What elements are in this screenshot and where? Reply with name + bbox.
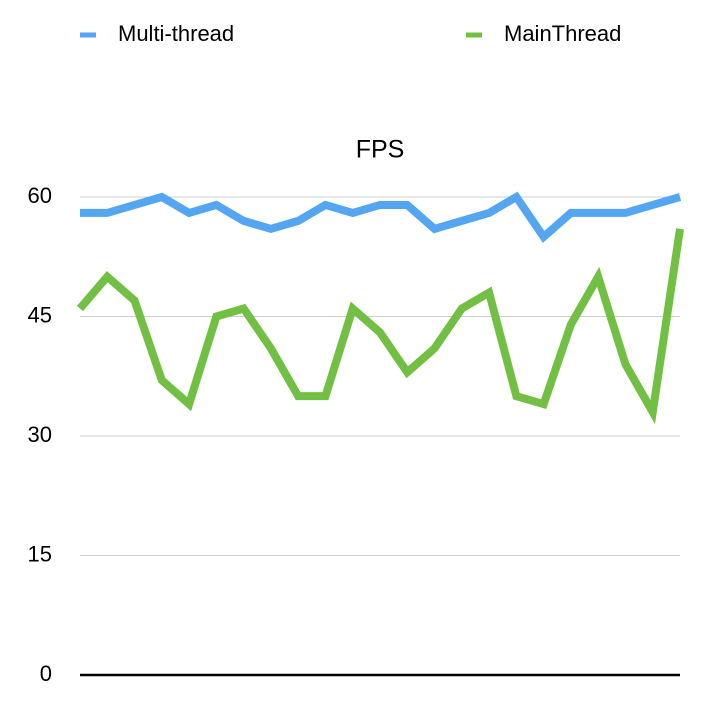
- y-tick-label: 45: [28, 302, 52, 327]
- chart-title: FPS: [356, 136, 405, 164]
- y-tick-label: 60: [28, 183, 52, 208]
- series-line: [76, 228, 684, 425]
- legend-label: Multi-thread: [118, 21, 234, 46]
- y-tick-label: 0: [40, 661, 52, 686]
- y-tick-label: 15: [28, 541, 52, 566]
- y-tick-label: 30: [28, 422, 52, 447]
- series-line: [80, 191, 682, 243]
- legend-label: MainThread: [504, 21, 621, 46]
